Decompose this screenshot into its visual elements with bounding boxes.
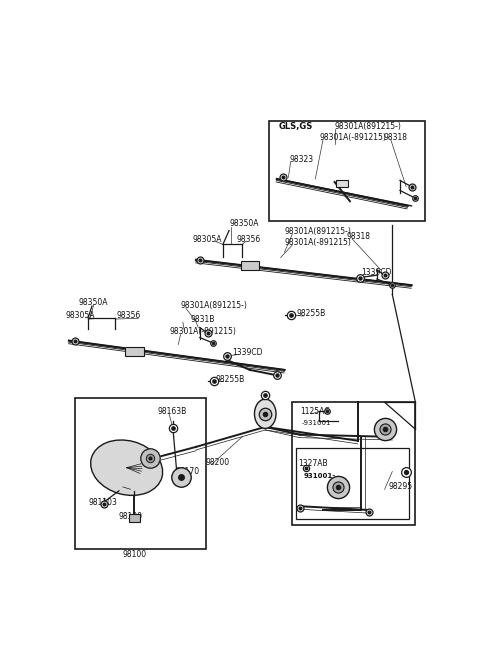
Text: 98305A: 98305A: [65, 311, 95, 321]
Text: 1339CD: 1339CD: [232, 348, 263, 357]
Text: 1339CD: 1339CD: [361, 268, 392, 277]
Bar: [269, 121, 425, 221]
Text: 98295: 98295: [388, 482, 413, 491]
Text: 1327AB: 1327AB: [299, 459, 328, 468]
Text: 98200: 98200: [206, 458, 230, 467]
Text: 98356: 98356: [117, 311, 141, 321]
Text: 98255B: 98255B: [296, 309, 325, 318]
Text: 98255B: 98255B: [215, 374, 244, 384]
Text: 98318: 98318: [346, 232, 370, 241]
Text: -931001: -931001: [301, 420, 331, 426]
Bar: [292, 402, 415, 526]
Text: 981103: 981103: [88, 498, 117, 507]
Text: 98301A(-891215): 98301A(-891215): [319, 133, 386, 142]
Text: GLS,GS: GLS,GS: [279, 122, 313, 131]
Text: 98350A: 98350A: [78, 298, 108, 307]
Bar: [296, 449, 409, 519]
Text: 98301A(-891215): 98301A(-891215): [285, 238, 351, 246]
Bar: [129, 514, 140, 522]
Text: 98120: 98120: [119, 512, 143, 521]
Ellipse shape: [254, 399, 276, 428]
Text: 98100: 98100: [123, 550, 147, 559]
Text: 98301A(891215-): 98301A(891215-): [285, 227, 351, 236]
Ellipse shape: [91, 440, 163, 495]
Text: 931001-: 931001-: [304, 473, 336, 479]
Text: 98301A(-891215): 98301A(-891215): [169, 327, 236, 336]
Bar: [240, 261, 259, 270]
Text: 98318: 98318: [383, 133, 407, 142]
Text: 98350A: 98350A: [229, 219, 259, 228]
Text: 1125AC: 1125AC: [300, 407, 329, 416]
Bar: [125, 347, 144, 356]
Text: 98356: 98356: [237, 235, 261, 244]
Text: 98301A(891215-): 98301A(891215-): [180, 302, 247, 311]
Text: 98305A: 98305A: [192, 235, 222, 244]
Text: 98163B: 98163B: [157, 407, 187, 416]
Text: 98170: 98170: [175, 467, 199, 476]
Bar: [75, 398, 206, 549]
Text: 98301A(891215-): 98301A(891215-): [335, 122, 401, 131]
Text: 98323: 98323: [289, 155, 313, 164]
Bar: [336, 181, 348, 187]
Text: 9831B: 9831B: [191, 315, 215, 324]
